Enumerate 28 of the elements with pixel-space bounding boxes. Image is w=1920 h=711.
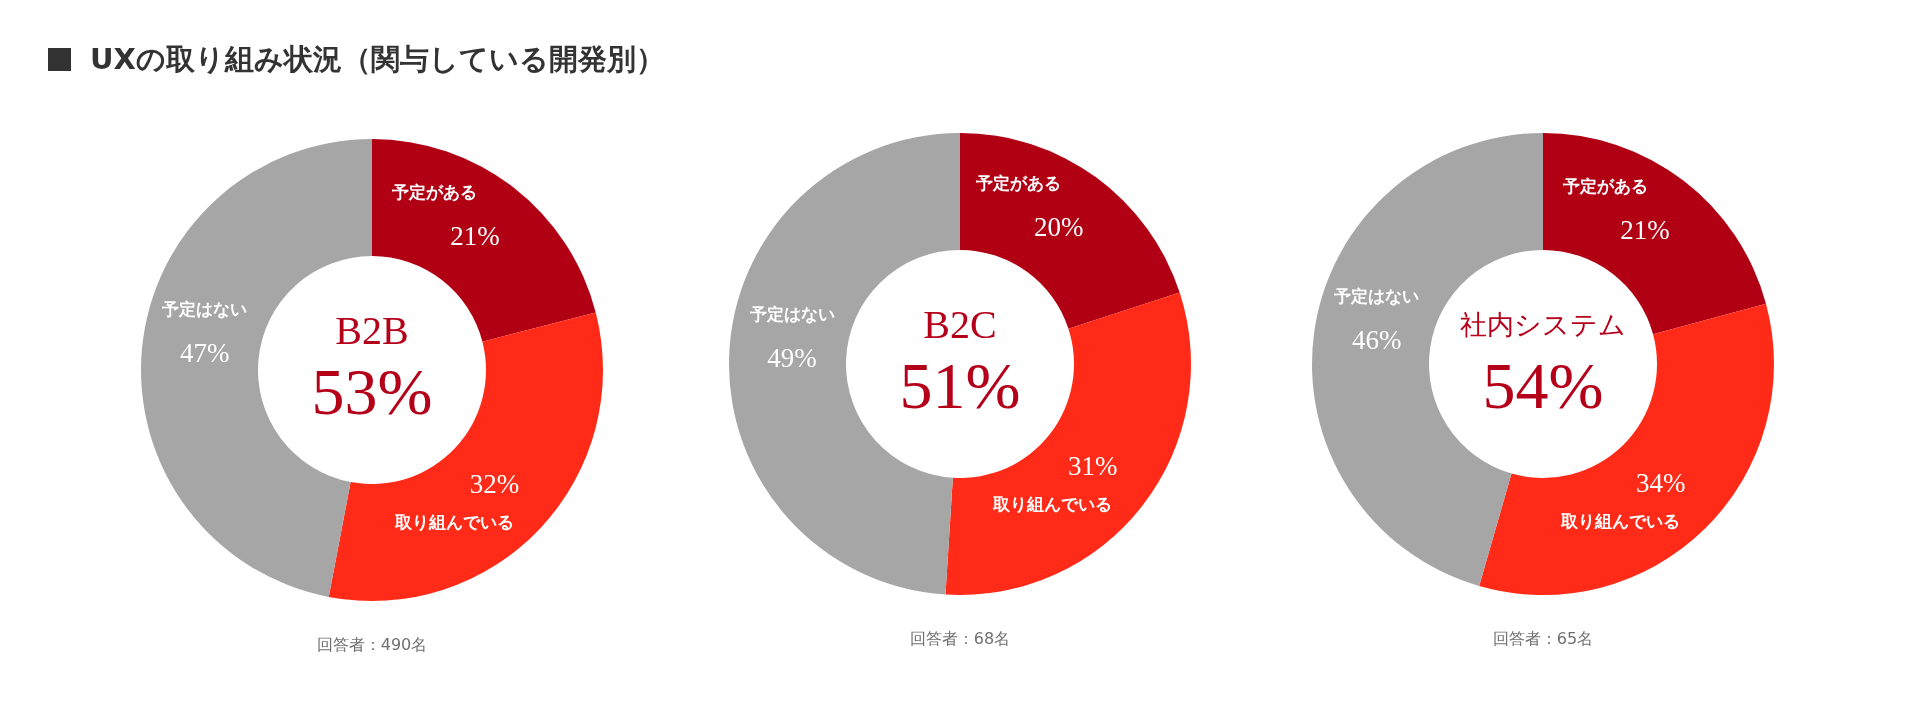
data-label: 34% [1636,467,1686,498]
slice-label: 予定はない [161,299,248,320]
text: 社内システム [1460,310,1626,340]
slice-label: 予定がある [1561,175,1648,196]
slice-label: 取り組んでいる [1560,510,1681,531]
slice-label: 予定がある [391,182,478,203]
text: 回答者：65名 [1492,629,1594,648]
data-label: 20% [1034,212,1084,243]
slice-label: 予定がある [975,173,1062,194]
data-label: 49% [767,342,817,373]
text: 53% [311,355,433,428]
text: UXの取り組み状況（関与している開発別） [90,41,665,78]
data-label: 32% [469,469,520,499]
data-label: 21% [1620,214,1670,245]
data-label: 47% [180,338,230,369]
text: 回答者：490名 [316,635,428,654]
text: B2C [923,302,997,347]
text: B2B [335,308,409,353]
data-label: 46% [1351,324,1402,355]
slice-label: 予定はない [1333,285,1420,306]
slice-label: 取り組んでいる [393,512,514,532]
slice-label: 取り組んでいる [992,493,1113,514]
text: 回答者：68名 [909,629,1011,648]
text: 54% [1482,349,1604,422]
data-label: 31% [1068,450,1118,481]
text: 51% [899,349,1021,422]
data-label: 21% [450,221,500,252]
slice-label: 予定はない [748,303,835,324]
